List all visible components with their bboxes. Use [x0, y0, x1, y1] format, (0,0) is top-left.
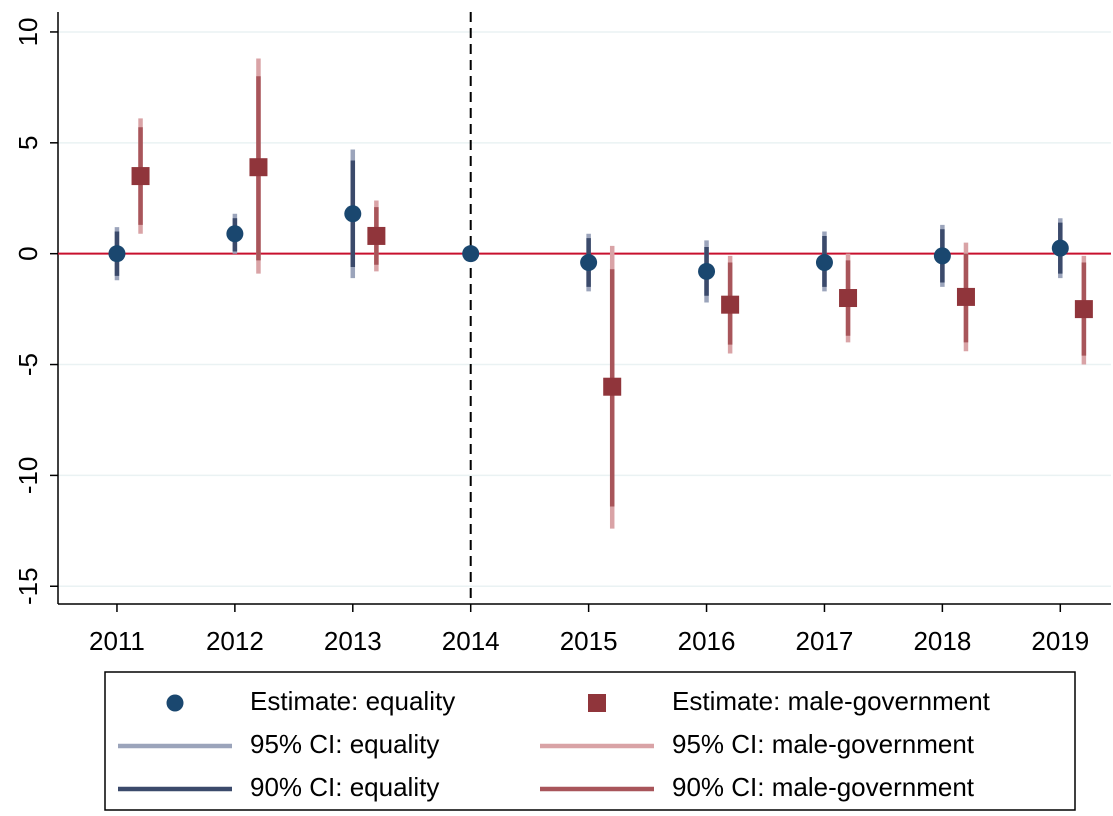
marker [956, 287, 975, 306]
x-tick-label: 2013 [324, 626, 382, 656]
marker [226, 225, 244, 243]
y-tick-label: -5 [13, 353, 43, 376]
x-tick-label: 2018 [913, 626, 971, 656]
marker [698, 262, 716, 280]
y-tick-label: 10 [13, 17, 43, 46]
marker [1051, 239, 1069, 257]
marker [131, 167, 150, 186]
x-tick-label: 2011 [89, 626, 145, 656]
y-tick-label: 0 [13, 246, 43, 260]
marker [1074, 300, 1093, 319]
marker [344, 205, 362, 223]
marker [249, 158, 268, 177]
x-tick-label: 2019 [1031, 626, 1089, 656]
y-tick-label: 5 [13, 136, 43, 150]
marker [721, 295, 740, 314]
marker [367, 226, 386, 245]
marker [580, 254, 598, 272]
y-tick-label: -10 [13, 457, 43, 495]
legend-label: Estimate: equality [250, 686, 455, 716]
x-tick-label: 2015 [560, 626, 618, 656]
marker [839, 289, 858, 308]
marker [462, 245, 480, 263]
y-tick-label: -15 [13, 567, 43, 605]
x-tick-label: 2012 [206, 626, 264, 656]
legend-label: 95% CI: male-government [672, 729, 975, 759]
marker [815, 254, 833, 272]
marker [603, 377, 622, 396]
legend-label: 90% CI: equality [250, 772, 439, 802]
marker [933, 247, 951, 265]
x-tick-label: 2016 [678, 626, 736, 656]
legend-label: Estimate: male-government [672, 686, 991, 716]
x-tick-label: 2017 [796, 626, 854, 656]
marker [108, 245, 126, 263]
legend-marker [166, 694, 184, 712]
legend-marker [588, 694, 606, 712]
x-tick-label: 2014 [442, 626, 500, 656]
legend-label: 90% CI: male-government [672, 772, 975, 802]
legend-label: 95% CI: equality [250, 729, 439, 759]
